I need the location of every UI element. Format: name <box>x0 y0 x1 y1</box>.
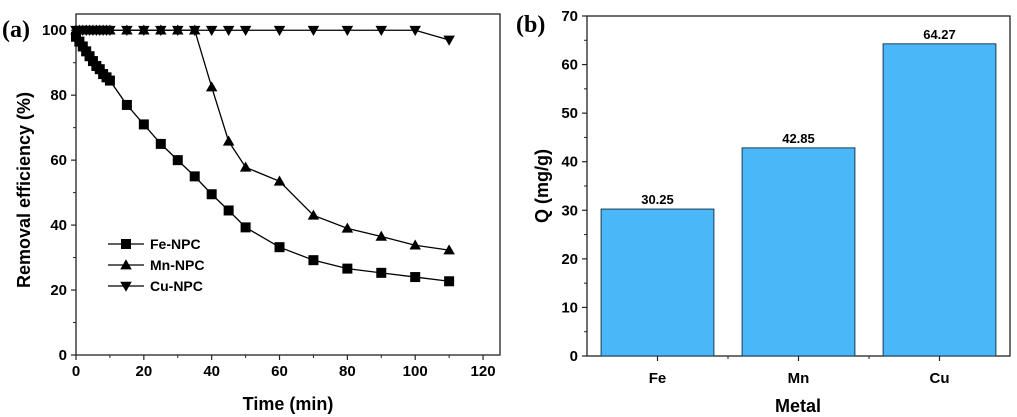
data-point-mn-npc <box>409 239 421 250</box>
legend-label: Mn-NPC <box>150 257 204 273</box>
data-point-fe-npc <box>342 263 353 274</box>
y-tick-label: 70 <box>561 8 578 25</box>
data-point-fe-npc <box>172 155 183 166</box>
panel-b-y-axis: 0 10 20 30 40 50 60 70 <box>561 8 587 365</box>
panel-a-line-chart: (a) 0 20 40 60 80 100 120 0 20 40 60 80 100 Time (m… <box>2 13 501 414</box>
x-tick-label: 0 <box>72 363 80 380</box>
data-point-mn-npc <box>239 161 252 172</box>
data-point-cu-npc <box>239 25 252 36</box>
panel-a-y-axis: 0 20 40 60 80 100 <box>42 22 76 364</box>
series-line-cu-npc <box>76 29 450 41</box>
legend-marker-fe-npc <box>121 239 131 249</box>
y-tick-label: 30 <box>561 202 578 219</box>
data-point-fe-npc <box>104 75 115 86</box>
data-point-fe-npc <box>410 272 421 283</box>
data-point-fe-npc <box>138 119 149 130</box>
panel-a-x-axis: 0 20 40 60 80 100 120 <box>72 355 496 380</box>
bar-value-label-mn: 42.85 <box>782 131 815 146</box>
data-point-mn-npc <box>205 81 218 92</box>
panel-a-legend: Fe-NPC Mn-NPC Cu-NPC <box>108 236 204 294</box>
bar-mn <box>741 147 856 357</box>
panel-b-x-axis: Fe Mn Cu <box>649 356 950 387</box>
data-point-fe-npc <box>223 205 234 216</box>
panel-a-x-axis-title: Time (min) <box>243 394 334 414</box>
x-tick-label: 80 <box>339 363 356 380</box>
x-tick-label-fe: Fe <box>649 370 667 387</box>
data-point-fe-npc <box>206 189 217 200</box>
legend-item-mn-npc: Mn-NPC <box>108 257 204 273</box>
legend-label: Fe-NPC <box>150 236 201 252</box>
legend-marker-cu-npc <box>120 281 132 292</box>
legend-marker-mn-npc <box>120 259 132 270</box>
data-point-cu-npc <box>155 25 167 36</box>
bar-value-label-cu: 64.27 <box>923 27 956 42</box>
legend-item-cu-npc: Cu-NPC <box>108 278 203 294</box>
bar-value-label-fe: 30.25 <box>641 192 674 207</box>
x-tick-label: 60 <box>271 363 288 380</box>
data-point-mn-npc <box>222 135 235 146</box>
data-point-mn-npc <box>273 175 286 186</box>
data-point-cu-npc <box>409 25 421 36</box>
data-point-fe-npc <box>308 255 319 266</box>
x-tick-label: 100 <box>403 363 428 380</box>
series-line-mn-npc <box>76 29 450 251</box>
bar-fe <box>600 208 715 357</box>
data-point-mn-npc <box>307 209 320 220</box>
y-tick-label: 60 <box>561 57 578 74</box>
data-point-cu-npc <box>307 25 320 36</box>
legend-item-fe-npc: Fe-NPC <box>108 236 201 252</box>
data-point-mn-npc <box>341 222 354 233</box>
data-point-cu-npc <box>205 25 218 36</box>
panel-b-bars: 30.25 42.85 64.27 <box>600 27 997 357</box>
data-point-mn-npc <box>443 244 455 255</box>
y-tick-label: 20 <box>50 282 67 299</box>
data-point-fe-npc <box>274 242 285 253</box>
x-tick-label: 40 <box>203 363 220 380</box>
y-tick-label: 80 <box>50 87 67 104</box>
data-point-fe-npc <box>121 99 132 110</box>
y-tick-label: 20 <box>561 251 578 268</box>
legend-label: Cu-NPC <box>150 278 203 294</box>
data-point-mn-npc <box>375 230 388 241</box>
data-point-fe-npc <box>189 171 200 182</box>
data-point-cu-npc <box>341 25 354 36</box>
y-tick-label: 100 <box>42 22 67 39</box>
data-point-cu-npc <box>172 25 184 36</box>
data-point-cu-npc <box>443 35 455 46</box>
data-point-cu-npc <box>104 25 116 36</box>
data-point-cu-npc <box>273 25 286 36</box>
y-tick-label: 0 <box>59 347 67 364</box>
bar-cu <box>882 43 997 357</box>
y-tick-label: 0 <box>570 348 578 365</box>
y-tick-label: 40 <box>561 154 578 171</box>
x-tick-label: 20 <box>135 363 152 380</box>
data-point-cu-npc <box>375 25 388 36</box>
data-point-fe-npc <box>155 138 166 149</box>
panel-a-label: (a) <box>2 17 30 43</box>
data-point-fe-npc <box>444 276 455 287</box>
x-tick-label-mn: Mn <box>788 370 810 387</box>
data-point-cu-npc <box>188 25 201 36</box>
y-tick-label: 40 <box>50 217 67 234</box>
data-point-cu-npc <box>222 25 235 36</box>
data-point-cu-npc <box>138 25 150 36</box>
y-tick-label: 60 <box>50 152 67 169</box>
panel-b-x-axis-title: Metal <box>775 396 821 416</box>
x-tick-label-cu: Cu <box>930 370 950 387</box>
panel-b-bar-chart: (b) 30.25 42.85 64.27 0 10 20 30 40 50 60 70 Fe Mn… <box>516 8 1011 416</box>
panel-b-y-axis-title: Q (mg/g) <box>532 149 552 223</box>
data-point-fe-npc <box>240 222 251 233</box>
data-point-cu-npc <box>121 25 133 36</box>
x-tick-label: 120 <box>471 363 496 380</box>
y-tick-label: 50 <box>561 105 578 122</box>
y-tick-label: 10 <box>561 299 578 316</box>
panel-a-y-axis-title: Removal efficiency (%) <box>14 92 34 288</box>
panel-a-plot-frame <box>75 13 501 356</box>
data-point-fe-npc <box>376 267 387 278</box>
panel-a-series-markers <box>70 24 455 287</box>
panel-b-label: (b) <box>516 12 545 38</box>
